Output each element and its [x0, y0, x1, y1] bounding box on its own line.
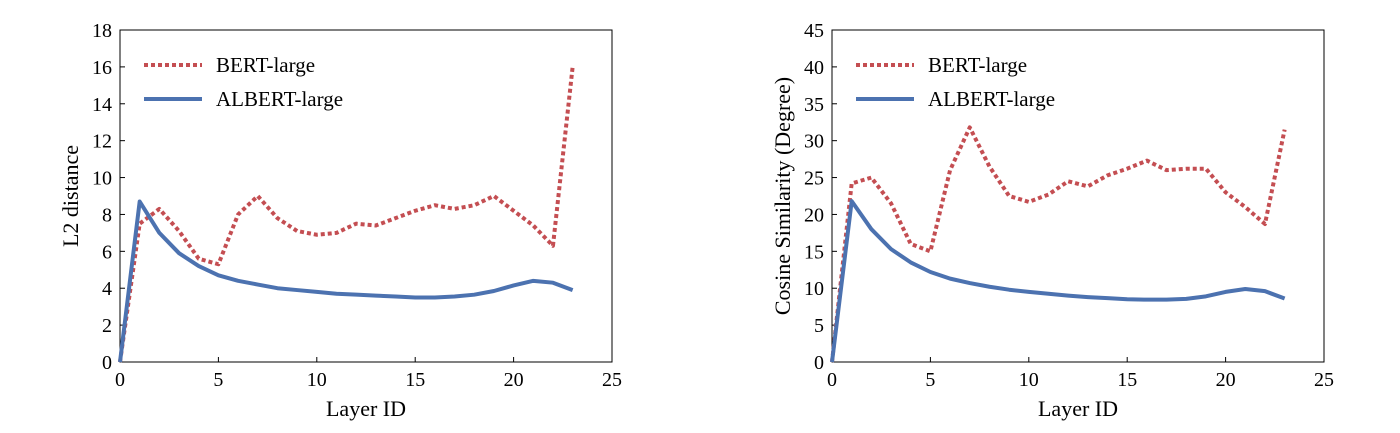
y-tick-label: 5: [814, 315, 824, 337]
x-tick-label: 0: [115, 369, 125, 391]
y-tick-label: 25: [804, 168, 824, 190]
y-tick-label: 45: [804, 20, 824, 42]
y-tick-label: 18: [92, 20, 112, 42]
series-line-2: [118, 199, 574, 363]
y-tick-label: 15: [804, 241, 824, 263]
series-line-1: [830, 125, 1287, 363]
y-tick-label: 8: [102, 204, 112, 226]
plot-frame: [831, 29, 1325, 363]
x-tick-label: 10: [307, 369, 327, 391]
legend-label: ALBERT-large: [928, 87, 1055, 111]
y-tick-label: 6: [102, 241, 112, 263]
x-tick-label: 0: [827, 369, 837, 391]
y-tick-label: 35: [804, 94, 824, 116]
y-tick-label: 16: [92, 57, 112, 79]
y-tick-label: 40: [804, 57, 824, 79]
legend-label: ALBERT-large: [216, 87, 343, 111]
x-axis-label: Layer ID: [326, 396, 406, 421]
y-tick-label: 0: [814, 352, 824, 374]
x-tick-label: 15: [405, 369, 425, 391]
x-tick-label: 5: [213, 369, 223, 391]
y-tick-label: 14: [92, 94, 112, 116]
y-axis-label: L2 distance: [58, 145, 83, 247]
y-tick-label: 10: [804, 278, 824, 300]
x-tick-label: 5: [925, 369, 935, 391]
y-tick-label: 20: [804, 204, 824, 226]
y-tick-label: 12: [92, 131, 112, 153]
x-tick-label: 10: [1019, 369, 1039, 391]
series-line-1: [118, 66, 575, 363]
plot-frame: [119, 29, 613, 363]
x-tick-label: 15: [1117, 369, 1137, 391]
x-tick-label: 25: [1314, 369, 1334, 391]
x-tick-label: 20: [504, 369, 524, 391]
x-axis-label: Layer ID: [1038, 396, 1118, 421]
series-line-2: [830, 199, 1286, 363]
legend-label: BERT-large: [216, 53, 315, 77]
y-tick-label: 30: [804, 131, 824, 153]
legend-label: BERT-large: [928, 53, 1027, 77]
chart-1: 0 5 10 15 20 25 0 2 4 6 8 10 12 14 16 18 Layer ID L2 dist…: [58, 20, 622, 421]
y-axis-label: Cosine Similarity (Degree): [770, 77, 795, 315]
y-tick-label: 0: [102, 352, 112, 374]
y-tick-label: 10: [92, 168, 112, 190]
chart-2: 0 5 10 15 20 25 0 5 10 15 20 25 30 35 40 45 Layer ID Cosi…: [770, 20, 1334, 421]
y-tick-label: 2: [102, 315, 112, 337]
x-tick-label: 20: [1216, 369, 1236, 391]
x-tick-label: 25: [602, 369, 622, 391]
y-tick-label: 4: [102, 278, 112, 300]
